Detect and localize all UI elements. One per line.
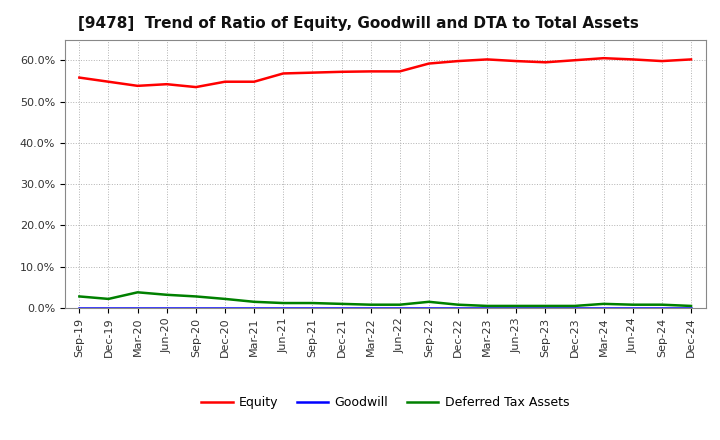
Goodwill <box>220 305 229 311</box>
Deferred Tax Assets <box>133 290 142 295</box>
Equity <box>279 71 287 76</box>
Text: [9478]  Trend of Ratio of Equity, Goodwill and DTA to Total Assets: [9478] Trend of Ratio of Equity, Goodwil… <box>78 16 639 32</box>
Equity <box>454 59 462 64</box>
Goodwill <box>366 305 375 311</box>
Equity <box>192 84 200 90</box>
Deferred Tax Assets <box>250 299 258 304</box>
Goodwill <box>163 305 171 311</box>
Goodwill <box>512 305 521 311</box>
Goodwill <box>629 305 637 311</box>
Equity <box>220 79 229 84</box>
Deferred Tax Assets <box>366 302 375 307</box>
Equity <box>541 60 550 65</box>
Equity <box>512 59 521 64</box>
Goodwill <box>75 305 84 311</box>
Deferred Tax Assets <box>75 294 84 299</box>
Deferred Tax Assets <box>541 303 550 308</box>
Deferred Tax Assets <box>483 303 492 308</box>
Deferred Tax Assets <box>395 302 404 307</box>
Deferred Tax Assets <box>454 302 462 307</box>
Equity <box>687 57 696 62</box>
Deferred Tax Assets <box>220 296 229 301</box>
Goodwill <box>104 305 113 311</box>
Equity <box>104 79 113 84</box>
Equity <box>570 58 579 63</box>
Goodwill <box>425 305 433 311</box>
Deferred Tax Assets <box>570 303 579 308</box>
Goodwill <box>657 305 666 311</box>
Equity <box>133 83 142 88</box>
Goodwill <box>541 305 550 311</box>
Deferred Tax Assets <box>512 303 521 308</box>
Equity <box>599 55 608 61</box>
Goodwill <box>250 305 258 311</box>
Deferred Tax Assets <box>279 301 287 306</box>
Deferred Tax Assets <box>104 296 113 301</box>
Goodwill <box>687 305 696 311</box>
Goodwill <box>279 305 287 311</box>
Equity <box>75 75 84 80</box>
Line: Deferred Tax Assets: Deferred Tax Assets <box>79 292 691 306</box>
Equity <box>657 59 666 64</box>
Deferred Tax Assets <box>425 299 433 304</box>
Legend: Equity, Goodwill, Deferred Tax Assets: Equity, Goodwill, Deferred Tax Assets <box>197 392 574 414</box>
Goodwill <box>483 305 492 311</box>
Goodwill <box>599 305 608 311</box>
Deferred Tax Assets <box>337 301 346 307</box>
Equity <box>395 69 404 74</box>
Deferred Tax Assets <box>308 301 317 306</box>
Deferred Tax Assets <box>163 292 171 297</box>
Equity <box>483 57 492 62</box>
Goodwill <box>337 305 346 311</box>
Goodwill <box>192 305 200 311</box>
Goodwill <box>308 305 317 311</box>
Equity <box>250 79 258 84</box>
Goodwill <box>133 305 142 311</box>
Line: Equity: Equity <box>79 58 691 87</box>
Equity <box>366 69 375 74</box>
Equity <box>163 81 171 87</box>
Goodwill <box>570 305 579 311</box>
Deferred Tax Assets <box>657 302 666 307</box>
Deferred Tax Assets <box>629 302 637 307</box>
Goodwill <box>395 305 404 311</box>
Deferred Tax Assets <box>687 303 696 308</box>
Deferred Tax Assets <box>599 301 608 307</box>
Equity <box>337 69 346 74</box>
Equity <box>425 61 433 66</box>
Deferred Tax Assets <box>192 294 200 299</box>
Equity <box>308 70 317 75</box>
Equity <box>629 57 637 62</box>
Goodwill <box>454 305 462 311</box>
